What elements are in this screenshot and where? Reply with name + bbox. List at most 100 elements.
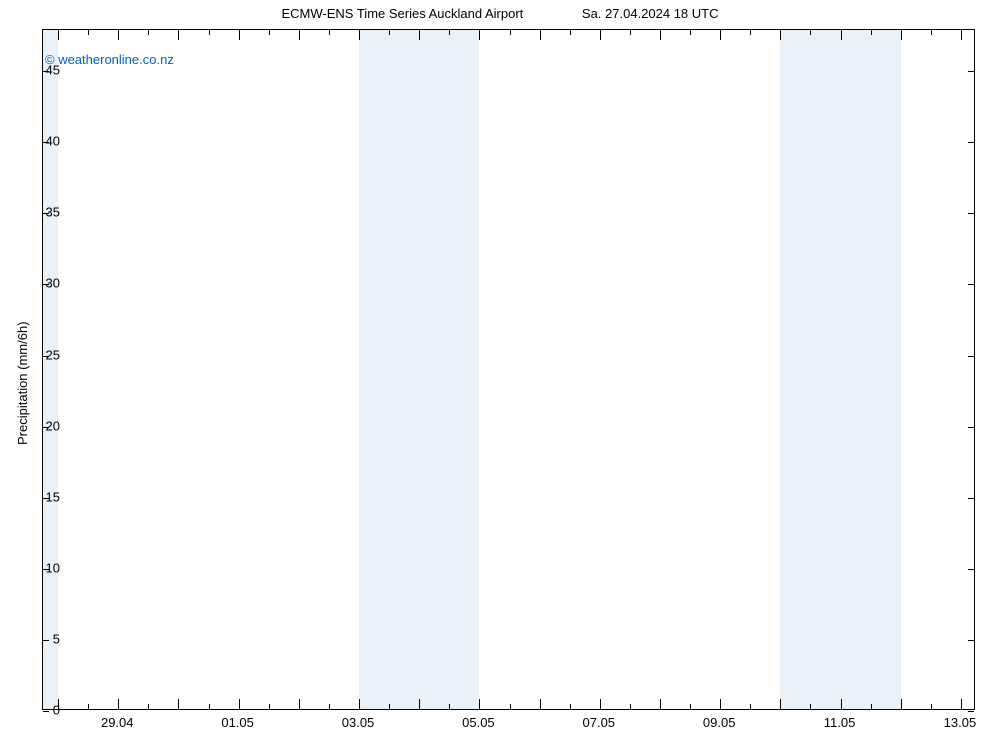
x-tick-major [720,30,721,40]
x-tick-major [359,699,360,709]
y-tick-mark [968,640,974,641]
x-tick-minor [690,30,691,35]
x-tick-minor [690,704,691,709]
y-tick-label: 40 [30,134,60,149]
x-tick-major [540,699,541,709]
x-tick-label: 07.05 [583,715,616,730]
x-tick-major [660,699,661,709]
x-tick-major [178,699,179,709]
x-tick-major [419,30,420,40]
x-tick-minor [449,30,450,35]
x-tick-minor [630,704,631,709]
y-tick-label: 20 [30,418,60,433]
x-tick-label: 29.04 [101,715,134,730]
x-tick-major [58,30,59,40]
x-tick-minor [449,704,450,709]
chart-title-left: ECMW-ENS Time Series Auckland Airport [281,6,523,21]
y-tick-mark [968,427,974,428]
x-tick-major [118,30,119,40]
y-tick-label: 35 [30,205,60,220]
x-tick-minor [88,704,89,709]
plot-wrapper [42,29,975,710]
x-tick-major [239,30,240,40]
y-tick-mark [968,213,974,214]
x-tick-minor [570,30,571,35]
x-tick-minor [931,30,932,35]
x-tick-minor [148,704,149,709]
x-tick-major [479,699,480,709]
weekend-band [359,30,479,709]
x-tick-label: 09.05 [703,715,736,730]
x-tick-minor [871,30,872,35]
x-tick-minor [510,704,511,709]
x-tick-major [780,30,781,40]
weekend-band [43,30,58,709]
x-tick-major [901,30,902,40]
y-tick-mark [968,498,974,499]
y-tick-label: 5 [30,631,60,646]
y-tick-label: 10 [30,560,60,575]
x-tick-major [299,30,300,40]
watermark-text: © weatheronline.co.nz [45,52,174,67]
x-tick-minor [329,30,330,35]
x-tick-minor [871,704,872,709]
x-tick-minor [931,704,932,709]
y-tick-mark [968,356,974,357]
x-tick-minor [148,30,149,35]
x-tick-minor [389,704,390,709]
x-tick-major [841,699,842,709]
x-tick-major [178,30,179,40]
x-tick-minor [329,704,330,709]
x-tick-minor [389,30,390,35]
x-tick-minor [810,704,811,709]
x-tick-major [419,699,420,709]
x-tick-minor [570,704,571,709]
watermark-label: © weatheronline.co.nz [45,52,174,67]
chart-container: ECMW-ENS Time Series Auckland Airport Sa… [0,0,1000,733]
x-tick-label: 03.05 [342,715,375,730]
x-tick-minor [269,30,270,35]
x-tick-major [359,30,360,40]
plot-area [42,29,975,710]
y-axis-label: Precipitation (mm/6h) [15,321,30,445]
x-tick-major [961,30,962,40]
x-tick-major [720,699,721,709]
x-tick-major [239,699,240,709]
x-tick-label: 13.05 [944,715,977,730]
x-tick-major [118,699,119,709]
x-tick-minor [88,30,89,35]
x-tick-minor [750,30,751,35]
x-tick-major [600,699,601,709]
y-tick-mark [968,711,974,712]
x-tick-minor [209,30,210,35]
x-tick-major [961,699,962,709]
x-tick-major [901,699,902,709]
x-tick-minor [510,30,511,35]
y-tick-label: 25 [30,347,60,362]
x-tick-label: 01.05 [221,715,254,730]
x-tick-label: 05.05 [462,715,495,730]
x-tick-minor [810,30,811,35]
y-tick-mark [968,284,974,285]
x-tick-major [479,30,480,40]
y-tick-mark [968,142,974,143]
y-tick-label: 45 [30,63,60,78]
x-tick-minor [750,704,751,709]
x-tick-minor [209,704,210,709]
x-tick-major [660,30,661,40]
weekend-band [780,30,900,709]
x-tick-major [600,30,601,40]
x-tick-major [299,699,300,709]
chart-title-right: Sa. 27.04.2024 18 UTC [582,6,719,21]
y-tick-label: 0 [30,703,60,718]
y-tick-label: 30 [30,276,60,291]
chart-title-row: ECMW-ENS Time Series Auckland Airport Sa… [0,6,1000,21]
x-tick-minor [630,30,631,35]
x-tick-major [540,30,541,40]
x-tick-label: 11.05 [824,715,856,730]
x-tick-major [780,699,781,709]
y-tick-mark [968,569,974,570]
y-tick-label: 15 [30,489,60,504]
x-tick-minor [269,704,270,709]
x-tick-major [841,30,842,40]
